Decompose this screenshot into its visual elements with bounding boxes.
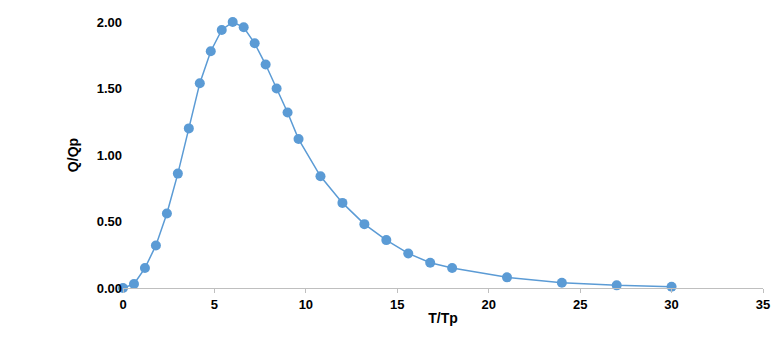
svg-text:1.00: 1.00 bbox=[97, 148, 122, 163]
svg-text:25: 25 bbox=[573, 297, 587, 312]
svg-text:2.00: 2.00 bbox=[97, 15, 122, 30]
svg-text:35: 35 bbox=[756, 297, 770, 312]
svg-text:0.50: 0.50 bbox=[97, 214, 122, 229]
svg-text:10: 10 bbox=[299, 297, 313, 312]
svg-text:20: 20 bbox=[481, 297, 495, 312]
svg-text:15: 15 bbox=[390, 297, 404, 312]
svg-text:30: 30 bbox=[664, 297, 678, 312]
svg-text:0.00: 0.00 bbox=[97, 281, 122, 296]
svg-text:Q/Qp: Q/Qp bbox=[65, 138, 81, 172]
svg-text:T/Tp: T/Tp bbox=[428, 310, 458, 326]
svg-text:0: 0 bbox=[119, 297, 126, 312]
svg-text:5: 5 bbox=[211, 297, 218, 312]
svg-text:1.50: 1.50 bbox=[97, 81, 122, 96]
